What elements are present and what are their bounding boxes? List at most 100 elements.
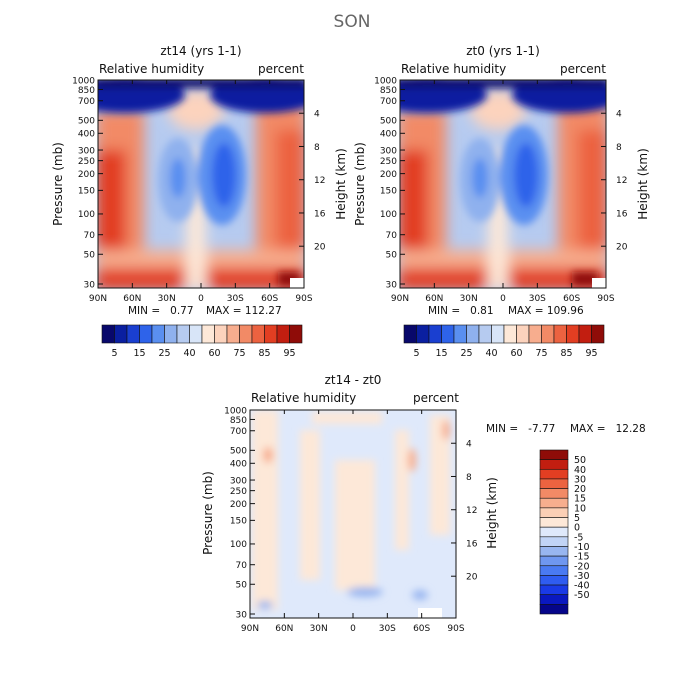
y-tick-label: 400	[380, 130, 397, 140]
colorbar-swatch	[176, 324, 190, 344]
colorbar-swatch	[289, 324, 303, 344]
colorbar-label: 10	[574, 503, 586, 514]
colorbar-label: 5	[574, 513, 580, 524]
panel-zt14: zt14 (yrs 1-1) Relative humidity percent	[51, 44, 348, 359]
y-tick-label: 50	[386, 251, 398, 261]
x-tick-label: 30N	[460, 294, 478, 304]
x-tick-label: 90N	[89, 294, 107, 304]
colorbar-swatch	[541, 324, 555, 344]
field-label: Relative humidity	[401, 62, 506, 76]
colorbar-swatch	[539, 488, 569, 499]
y-tick-label: 250	[78, 157, 95, 167]
y-tick-label: 150	[230, 517, 247, 527]
difference-field	[250, 410, 456, 618]
colorbar-swatch	[566, 324, 580, 344]
colorbar-swatch	[516, 324, 530, 344]
height-tick-label: 20	[466, 573, 478, 583]
y-tick-label: 400	[78, 130, 95, 140]
colorbar-label: 75	[535, 348, 547, 359]
x-tick-label: 60S	[413, 624, 430, 634]
panel-difference: zt14 - zt0 Relative humidity percent	[201, 373, 646, 634]
y-tick-label: 850	[230, 416, 247, 426]
y-tick-label: 30	[236, 610, 248, 620]
colorbar-swatch	[478, 324, 492, 344]
colorbar-swatch	[539, 526, 569, 538]
x-tick-label: 30N	[310, 624, 328, 634]
colorbar-label: -10	[574, 542, 590, 553]
y-tick-label: 100	[380, 210, 397, 220]
units-label: percent	[258, 62, 304, 76]
colorbar-swatch	[539, 555, 569, 567]
colorbar-swatch	[539, 449, 569, 460]
height-tick-label: 16	[466, 539, 478, 549]
y-tick-label: 1000	[224, 406, 247, 416]
colorbar-swatch	[214, 324, 228, 344]
y-tick-label: 200	[380, 170, 397, 180]
colorbar-swatch	[539, 584, 569, 596]
height-tick-label: 4	[314, 110, 320, 120]
height-tick-label: 4	[466, 440, 472, 450]
colorbar-swatch	[553, 324, 567, 344]
colorbar-swatch	[539, 478, 569, 489]
y-tick-label: 70	[84, 231, 96, 241]
y-axis-label: Pressure (mb)	[201, 471, 215, 555]
y-tick-label: 500	[380, 117, 397, 127]
colorbar-swatch	[189, 324, 203, 344]
y-tick-label: 1000	[72, 76, 95, 86]
y-axis-right-label: Height (km)	[636, 148, 650, 219]
y-tick-label: 250	[230, 487, 247, 497]
x-tick-label: 0	[198, 294, 204, 304]
y-tick-label: 70	[386, 231, 398, 241]
colorbar-swatch	[251, 324, 265, 344]
colorbar-swatch	[539, 497, 569, 509]
y-tick-label: 300	[380, 146, 397, 156]
colorbar-label: -5	[574, 532, 583, 543]
colorbar-label: -40	[574, 581, 590, 592]
colorbar-label: 40	[485, 348, 497, 359]
y-tick-label: 100	[230, 540, 247, 550]
x-tick-label: 0	[350, 624, 356, 634]
colorbar-swatch	[539, 594, 569, 605]
y-tick-label: 150	[380, 187, 397, 197]
panel-title: zt14 (yrs 1-1)	[160, 44, 241, 58]
colorbar-swatch	[539, 517, 569, 528]
max-value: MAX = 109.96	[508, 305, 584, 317]
x-tick-label: 60N	[275, 624, 293, 634]
y-tick-label: 200	[230, 500, 247, 510]
y-tick-label: 300	[230, 476, 247, 486]
colorbar-label: 25	[460, 348, 472, 359]
colorbar-swatch	[539, 468, 569, 480]
y-tick-label: 30	[84, 280, 96, 290]
height-tick-label: 20	[314, 243, 326, 253]
x-tick-label: 0	[500, 294, 506, 304]
colorbar-swatch	[101, 324, 115, 344]
colorbar-swatch	[491, 324, 505, 344]
colorbar-swatch	[539, 507, 569, 518]
height-tick-label: 12	[616, 176, 627, 186]
colorbar-label: 95	[585, 348, 597, 359]
y-tick-label: 700	[78, 97, 95, 107]
field-label: Relative humidity	[251, 391, 356, 405]
max-value: MAX = 12.28	[570, 423, 646, 435]
colorbar-swatch	[539, 565, 569, 576]
colorbar-swatch	[114, 324, 128, 344]
colorbar-swatch	[528, 324, 542, 344]
colorbar-label: 95	[283, 348, 295, 359]
height-tick-label: 4	[616, 110, 622, 120]
x-tick-label: 90S	[295, 294, 312, 304]
min-value: MIN = 0.77	[128, 305, 194, 317]
min-value: MIN = 0.81	[428, 305, 494, 317]
x-tick-label: 90S	[597, 294, 614, 304]
y-tick-label: 150	[78, 187, 95, 197]
colorbar-label: 40	[183, 348, 195, 359]
y-axis-right-label: Height (km)	[334, 148, 348, 219]
y-axis-right-label: Height (km)	[485, 477, 499, 548]
colorbar-swatch	[453, 324, 467, 344]
y-tick-label: 700	[380, 97, 397, 107]
x-tick-label: 90N	[241, 624, 259, 634]
y-tick-label: 100	[78, 210, 95, 220]
colorbar-swatch	[539, 546, 569, 557]
colorbar-label: 20	[574, 484, 586, 495]
colorbar-label: -50	[574, 590, 590, 601]
